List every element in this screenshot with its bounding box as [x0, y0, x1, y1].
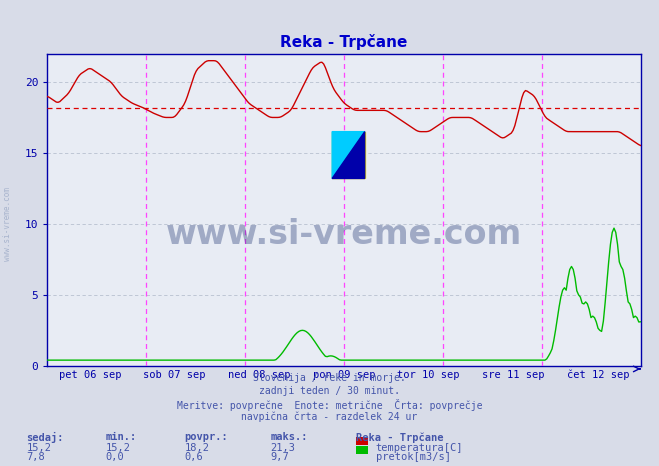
Text: povpr.:: povpr.:: [185, 432, 228, 442]
Text: maks.:: maks.:: [270, 432, 308, 442]
Polygon shape: [332, 131, 365, 178]
Text: temperatura[C]: temperatura[C]: [376, 443, 463, 452]
Text: 21,3: 21,3: [270, 443, 295, 452]
Text: min.:: min.:: [105, 432, 136, 442]
Text: www.si-vreme.com: www.si-vreme.com: [3, 187, 13, 260]
Text: Reka - Trpčane: Reka - Trpčane: [356, 432, 444, 443]
Text: Slovenija / reke in morje.: Slovenija / reke in morje.: [253, 373, 406, 383]
Text: 0,6: 0,6: [185, 452, 203, 462]
Title: Reka - Trpčane: Reka - Trpčane: [280, 34, 408, 50]
Text: pretok[m3/s]: pretok[m3/s]: [376, 452, 451, 462]
Text: 15,2: 15,2: [26, 443, 51, 452]
Text: 18,2: 18,2: [185, 443, 210, 452]
Text: 9,7: 9,7: [270, 452, 289, 462]
Text: zadnji teden / 30 minut.: zadnji teden / 30 minut.: [259, 386, 400, 396]
Text: 7,8: 7,8: [26, 452, 45, 462]
Text: navpična črta - razdelek 24 ur: navpična črta - razdelek 24 ur: [241, 412, 418, 423]
Text: Meritve: povprečne  Enote: metrične  Črta: povprečje: Meritve: povprečne Enote: metrične Črta:…: [177, 399, 482, 411]
Text: 0,0: 0,0: [105, 452, 124, 462]
Bar: [332, 131, 365, 178]
Text: sedaj:: sedaj:: [26, 432, 64, 444]
Text: 15,2: 15,2: [105, 443, 130, 452]
Text: www.si-vreme.com: www.si-vreme.com: [166, 218, 522, 251]
Polygon shape: [332, 131, 365, 178]
